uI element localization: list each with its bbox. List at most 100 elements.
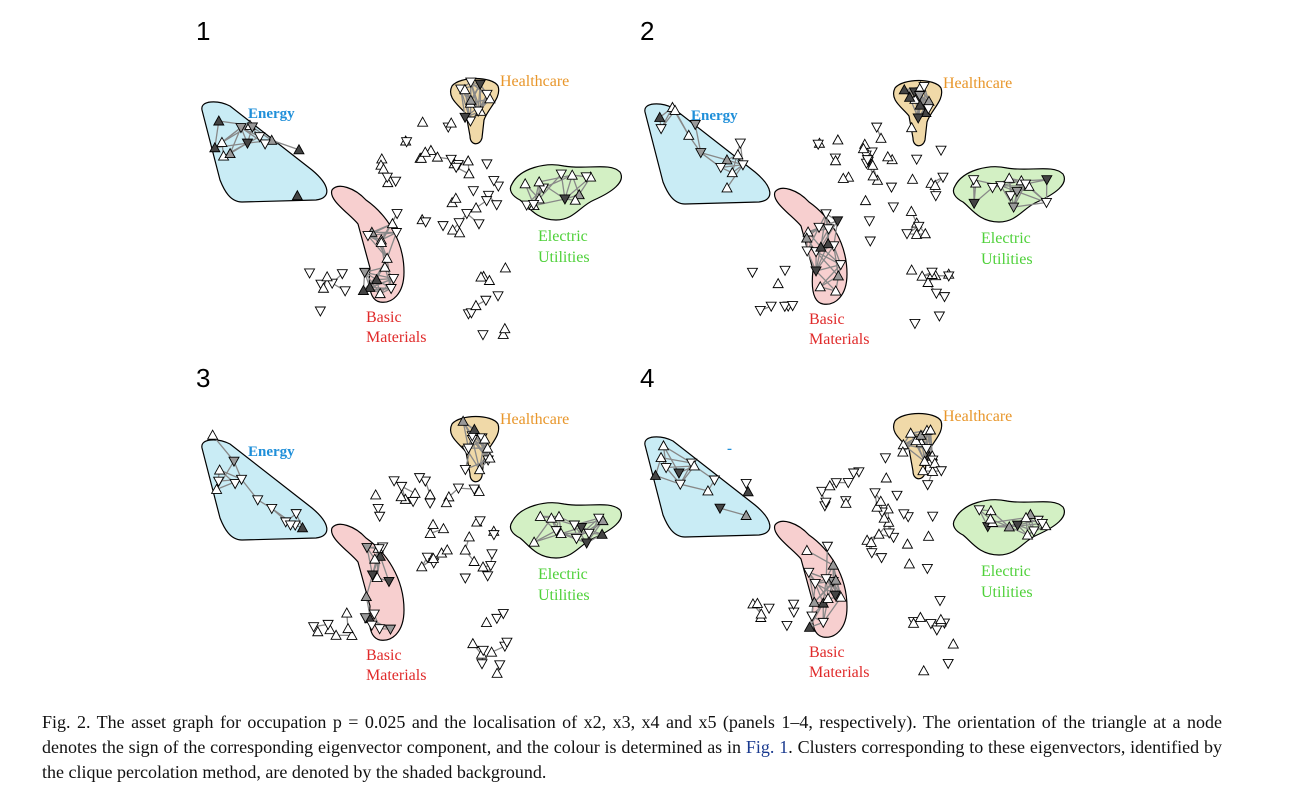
node-triangle-up	[381, 252, 393, 263]
node-triangle-down	[861, 155, 874, 166]
node-triangle-up	[688, 460, 701, 471]
node-triangle-down	[452, 483, 465, 495]
basic-materials-label-line2: Materials	[809, 331, 869, 348]
node-triangle-up	[814, 280, 826, 292]
node-triangle-up	[822, 592, 834, 603]
graph-edge	[229, 127, 242, 154]
node-triangle-down	[820, 209, 832, 220]
node-triangle-down	[934, 596, 946, 607]
node-triangle-down	[314, 306, 327, 317]
node-triangle-down	[339, 286, 351, 297]
node-triangle-up	[867, 170, 879, 181]
node-triangle-down	[492, 291, 504, 302]
node-triangle-down	[935, 466, 948, 477]
node-triangle-down	[925, 619, 937, 630]
node-triangle-down	[583, 528, 595, 540]
node-triangle-up	[368, 553, 381, 564]
node-triangle-up	[415, 152, 428, 163]
node-triangle-down	[476, 659, 488, 670]
node-triangle-up	[545, 512, 558, 523]
node-triangle-up	[922, 276, 934, 287]
node-triangle-up	[483, 274, 496, 285]
node-triangle-up	[874, 495, 887, 506]
node-triangle-down	[803, 567, 815, 579]
node-triangle-up	[947, 638, 960, 649]
node-triangle-up	[897, 446, 909, 457]
node-triangle-up	[742, 485, 754, 497]
node-triangle-up	[808, 596, 821, 607]
caption-text-part2: . Clusters corresponding to these eigenv…	[42, 737, 1222, 782]
node-triangle-down	[921, 564, 934, 575]
node-triangle-down	[820, 497, 832, 509]
electric-utilities-label-line2: Utilities	[538, 249, 590, 266]
node-triangle-up	[905, 205, 918, 216]
node-triangle-down	[474, 79, 486, 91]
node-triangle-down	[1040, 197, 1053, 209]
node-triangle-down	[251, 495, 264, 506]
node-triangle-down	[830, 478, 843, 489]
electric-utilities-label-line1: Electric	[981, 563, 1031, 580]
healthcare-label: Healthcare	[500, 73, 569, 90]
node-triangle-down	[387, 274, 400, 285]
node-triangle-down	[445, 154, 457, 166]
node-triangle-up	[905, 121, 918, 133]
node-triangle-down	[228, 456, 240, 468]
node-triangle-down	[303, 268, 316, 279]
node-triangle-up	[910, 228, 923, 239]
energy-label: -	[727, 441, 732, 457]
node-triangle-up	[224, 147, 236, 159]
node-triangle-down	[253, 132, 266, 143]
node-triangle-up	[416, 116, 429, 127]
node-triangle-up	[424, 488, 436, 500]
node-triangle-down	[421, 552, 434, 564]
node-triangle-up	[682, 129, 695, 140]
node-triangle-up	[427, 518, 439, 530]
node-triangle-up	[415, 560, 428, 572]
node-triangle-down	[555, 169, 568, 180]
node-triangle-up	[409, 487, 421, 498]
node-triangle-up	[878, 512, 890, 523]
node-triangle-up	[463, 531, 476, 542]
graph-edge	[533, 530, 557, 543]
node-triangle-down	[373, 624, 386, 635]
basic-materials-label-line1: Basic	[809, 311, 845, 328]
node-triangle-up	[924, 424, 937, 435]
node-triangle-down	[822, 224, 835, 235]
node-triangle-up	[827, 559, 840, 570]
node-triangle-up	[726, 166, 739, 178]
figure-1-link[interactable]: Fig. 1	[745, 737, 789, 757]
node-triangle-down	[419, 476, 432, 487]
electric-utilities-label-line2: Utilities	[981, 251, 1033, 268]
node-triangle-up	[926, 465, 939, 476]
node-triangle-down	[467, 186, 480, 197]
node-triangle-up	[210, 483, 223, 494]
node-triangle-up	[880, 472, 893, 483]
node-triangle-down	[383, 577, 395, 588]
node-triangle-down	[920, 444, 933, 455]
node-triangle-down	[384, 624, 397, 636]
node-triangle-up	[491, 667, 503, 678]
panel-3-number: 3	[196, 363, 211, 393]
node-triangle-down	[385, 284, 397, 295]
node-triangle-down	[235, 123, 247, 134]
node-triangle-down	[817, 617, 830, 629]
node-triangle-down	[464, 116, 477, 127]
node-triangle-up	[473, 485, 485, 496]
node-triangle-down	[912, 113, 924, 124]
panel-2: Energy Healthcare Basic Materials Electr…	[633, 52, 1073, 397]
node-triangle-up	[914, 611, 927, 622]
node-triangle-down	[967, 175, 980, 186]
node-triangle-up	[772, 277, 784, 289]
node-triangle-down	[450, 162, 462, 174]
node-triangle-down	[935, 145, 947, 157]
node-triangle-down	[468, 484, 480, 496]
node-triangle-up	[721, 181, 733, 193]
node-triangle-down	[290, 509, 302, 520]
node-triangle-up	[213, 115, 225, 126]
node-triangle-up	[649, 469, 662, 480]
node-triangle-down	[926, 511, 939, 523]
caption-fig-label: Fig. 2.	[42, 712, 91, 732]
node-triangle-down	[913, 221, 925, 233]
node-triangle-up	[882, 150, 894, 162]
node-triangle-up	[478, 433, 491, 444]
